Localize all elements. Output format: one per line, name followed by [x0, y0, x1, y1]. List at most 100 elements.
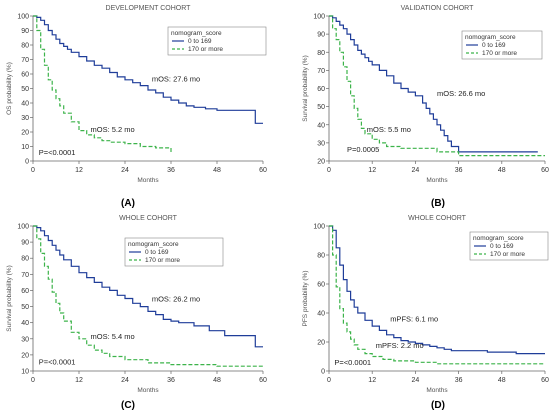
y-tick-label: 20 — [317, 340, 325, 347]
y-tick-label: 40 — [317, 311, 325, 318]
chart-title: DEVELOPMENT COHORT — [106, 5, 192, 12]
legend-box — [124, 237, 224, 267]
y-tick-label: 0 — [25, 159, 29, 166]
annotation: mOS: 5.5 mo — [367, 125, 411, 134]
y-tick-label: 100 — [17, 224, 29, 231]
legend-entry: 0 to 169 — [145, 249, 169, 256]
x-tick-label: 24 — [412, 377, 420, 384]
x-tick-label: 36 — [455, 377, 463, 384]
annotation: mOS: 26.6 mo — [437, 89, 485, 98]
annotation: mOS: 27.6 mo — [152, 74, 200, 83]
legend-box — [167, 26, 267, 56]
x-tick-label: 0 — [31, 167, 35, 174]
legend-entry: 0 to 169 — [482, 42, 506, 49]
x-tick-label: 0 — [31, 377, 35, 384]
y-tick-label: 70 — [21, 57, 29, 64]
y-tick-label: 90 — [21, 240, 29, 247]
annotation: P=<0.0001 — [334, 358, 371, 367]
survival-curve — [329, 15, 538, 153]
survival-curve — [33, 15, 172, 154]
x-tick-label: 36 — [167, 167, 175, 174]
panel-label: (B) — [431, 198, 445, 209]
annotation: mOS: 5.4 mo — [91, 332, 135, 341]
chart-title: WHOLE COHORT — [408, 215, 467, 222]
survival-curve — [33, 15, 263, 124]
y-tick-label: 50 — [21, 304, 29, 311]
x-tick-label: 0 — [327, 377, 331, 384]
annotation: P=<0.0001 — [39, 148, 76, 157]
y-tick-label: 100 — [313, 14, 325, 21]
y-tick-label: 10 — [21, 144, 29, 151]
legend-title: nomogram_score — [473, 235, 524, 242]
annotation: mOS: 26.2 mo — [152, 295, 200, 304]
x-tick-label: 60 — [259, 377, 267, 384]
annotation: P=<0.0001 — [39, 358, 76, 367]
y-tick-label: 60 — [21, 288, 29, 295]
survival-curve — [329, 225, 545, 365]
annotation: mPFS: 2.2 mo — [376, 341, 424, 350]
km-panel: DEVELOPMENT COHORT 0 10 20 30 40 50 60 70 80 90 100… — [6, 5, 267, 209]
x-tick-label: 48 — [498, 377, 506, 384]
x-tick-label: 12 — [75, 167, 83, 174]
x-axis-label: Months — [426, 387, 448, 394]
y-axis-label: PFS probability (%) — [302, 271, 309, 327]
y-tick-label: 80 — [21, 43, 29, 50]
y-tick-label: 0 — [321, 369, 325, 376]
x-tick-label: 48 — [213, 167, 221, 174]
km-panel: WHOLE COHORT 10 20 30 40 50 60 70 80 90 100 0 12 24 36… — [6, 215, 267, 411]
legend-title: nomogram_score — [465, 34, 516, 41]
x-tick-label: 12 — [368, 377, 376, 384]
y-tick-label: 30 — [21, 115, 29, 122]
chart-title: WHOLE COHORT — [119, 215, 178, 222]
x-tick-label: 60 — [541, 167, 549, 174]
x-axis-label: Months — [137, 177, 159, 184]
y-tick-label: 100 — [17, 14, 29, 21]
x-tick-label: 12 — [368, 167, 376, 174]
y-tick-label: 30 — [317, 140, 325, 147]
annotation: mPFS: 6.1 mo — [390, 315, 438, 324]
annotation: P=0.0005 — [347, 145, 379, 154]
y-tick-label: 60 — [21, 72, 29, 79]
survival-curve — [33, 225, 263, 348]
y-tick-label: 80 — [21, 256, 29, 263]
survival-curve — [329, 225, 545, 355]
legend-entry: 170 or more — [482, 50, 517, 57]
y-tick-label: 80 — [317, 253, 325, 260]
chart-title: VALIDATION COHORT — [401, 5, 474, 12]
y-tick-label: 60 — [317, 282, 325, 289]
km-panel: WHOLE COHORT 0 20 40 60 80 100 0 12 24 36 48 60 Month… — [302, 215, 549, 411]
x-tick-label: 24 — [121, 167, 129, 174]
y-tick-label: 40 — [21, 101, 29, 108]
y-tick-label: 20 — [21, 352, 29, 359]
annotation: mOS: 5.2 mo — [91, 125, 135, 134]
y-tick-label: 50 — [21, 86, 29, 93]
y-tick-label: 90 — [317, 32, 325, 39]
y-axis-label: Survival probability (%) — [302, 55, 309, 121]
y-tick-label: 80 — [317, 50, 325, 57]
x-axis-label: Months — [137, 387, 159, 394]
legend-title: nomogram_score — [128, 241, 179, 248]
y-tick-label: 10 — [21, 369, 29, 376]
x-tick-label: 0 — [327, 167, 331, 174]
x-tick-label: 36 — [455, 167, 463, 174]
panel-label: (A) — [121, 198, 135, 209]
y-tick-label: 40 — [21, 320, 29, 327]
legend-entry: 0 to 169 — [490, 243, 514, 250]
legend-entry: 0 to 169 — [188, 38, 212, 45]
legend-entry: 170 or more — [188, 46, 223, 53]
y-tick-label: 100 — [313, 224, 325, 231]
y-tick-label: 50 — [317, 104, 325, 111]
x-tick-label: 24 — [121, 377, 129, 384]
y-axis-label: OS probability (%) — [6, 62, 13, 115]
x-tick-label: 60 — [259, 167, 267, 174]
x-axis-label: Months — [426, 177, 448, 184]
x-tick-label: 36 — [167, 377, 175, 384]
panel-label: (D) — [431, 400, 445, 411]
y-tick-label: 20 — [21, 130, 29, 137]
x-tick-label: 24 — [412, 167, 420, 174]
y-tick-label: 60 — [317, 86, 325, 93]
x-tick-label: 60 — [541, 377, 549, 384]
x-tick-label: 48 — [213, 377, 221, 384]
x-tick-label: 12 — [75, 377, 83, 384]
